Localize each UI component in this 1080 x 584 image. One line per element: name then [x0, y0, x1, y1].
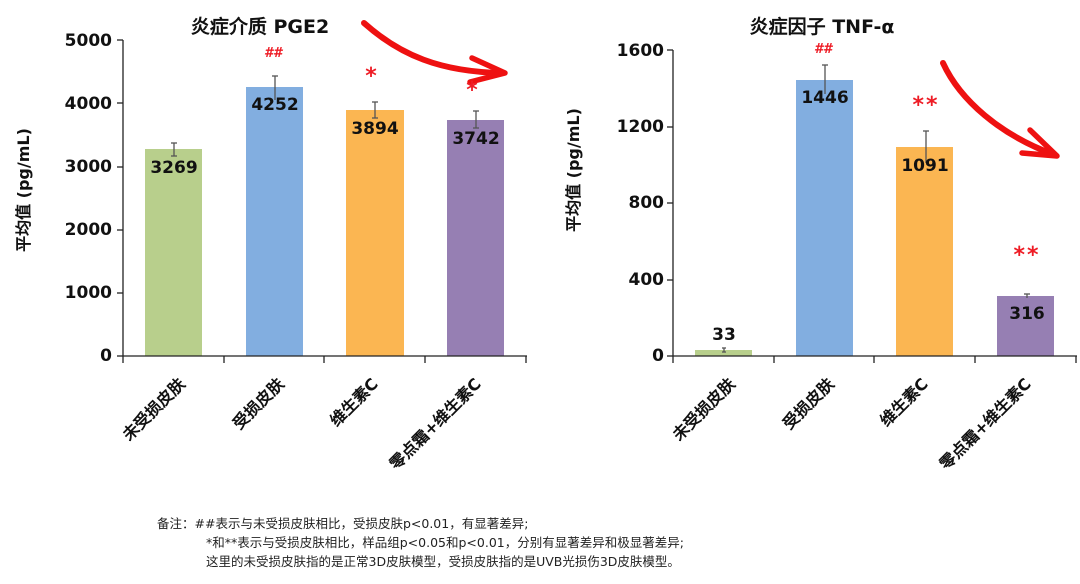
y-tick: 5000 [64, 31, 112, 51]
y-tick: 1600 [616, 41, 664, 61]
axes-and-errorbars [117, 20, 527, 363]
value-label: 1091 [901, 156, 949, 176]
chart-pge2: 炎症介质 PGE2 平均值 (pg/mL) 5000 4000 3000 200… [0, 0, 540, 500]
bar-damaged [796, 80, 853, 356]
trend-arrow-icon [940, 60, 1060, 159]
chart-title: 炎症因子 TNF-α [749, 16, 895, 38]
y-tick: 4000 [64, 94, 112, 114]
chart-title: 炎症介质 PGE2 [190, 16, 330, 38]
footnote-line: *和**表示与受损皮肤相比，样品组p<0.05和p<0.01，分别有显著差异和极… [206, 535, 684, 550]
y-tick: 0 [100, 346, 112, 366]
chart-tnf-alpha: 炎症因子 TNF-α 平均值 (pg/mL) 1600 1200 800 400… [540, 0, 1080, 500]
y-tick: 2000 [64, 220, 112, 240]
y-tick: 800 [628, 193, 665, 213]
bar-vitamin-c [346, 110, 404, 356]
bar-vitamin-c [896, 147, 953, 356]
significance-marker: ** [912, 93, 940, 118]
footnote-line: 备注：##表示与未受损皮肤相比，受损皮肤p<0.01，有显著差异; [157, 516, 529, 531]
significance-marker: ## [813, 42, 833, 57]
value-label: 33 [712, 325, 736, 345]
bar-cream-vitamin-c [997, 296, 1054, 356]
y-tick: 3000 [64, 157, 112, 177]
bar-undamaged [145, 149, 202, 356]
value-label: 3742 [452, 129, 500, 149]
significance-marker: * [365, 64, 379, 89]
trend-arrow-icon [361, 20, 508, 85]
footnote-line: 这里的未受损皮肤指的是正常3D皮肤模型，受损皮肤指的是UVB光损伤3D皮肤模型。 [206, 554, 680, 569]
footnote: 备注：##表示与未受损皮肤相比，受损皮肤p<0.01，有显著差异; *和**表示… [157, 514, 684, 571]
bar-cream-vitamin-c [447, 120, 504, 356]
significance-marker: ## [263, 46, 283, 61]
bar-damaged [246, 87, 303, 356]
y-tick: 1200 [616, 117, 664, 137]
value-label: 1446 [801, 88, 849, 108]
y-tick: 0 [652, 346, 664, 366]
value-label: 3894 [351, 119, 399, 139]
value-label: 4252 [251, 95, 299, 115]
bar-undamaged [695, 350, 752, 356]
significance-marker: ** [1013, 243, 1041, 268]
value-label: 316 [1009, 304, 1045, 324]
y-tick: 1000 [64, 283, 112, 303]
footnote-prefix: 备注： [157, 516, 195, 531]
significance-marker: * [466, 78, 480, 103]
y-tick: 400 [628, 270, 665, 290]
axes-and-errorbars [667, 49, 1077, 363]
value-label: 3269 [150, 158, 198, 178]
